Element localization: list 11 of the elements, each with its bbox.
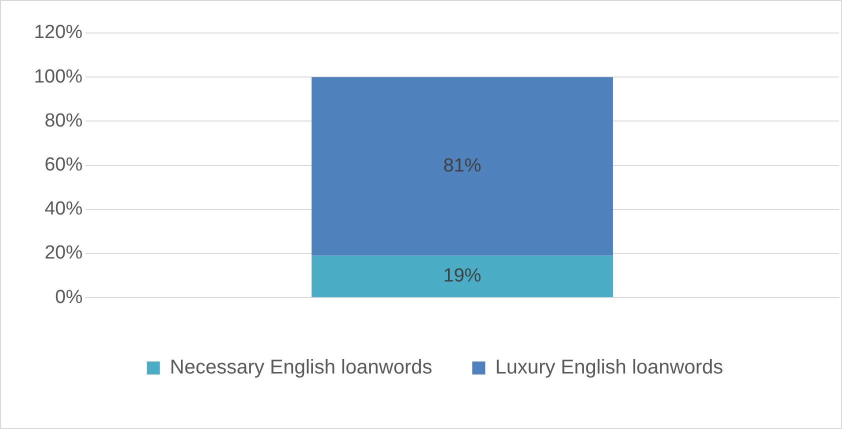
data-label: 19%: [443, 266, 482, 287]
y-tick-label: 20%: [44, 242, 83, 264]
legend-label: Necessary English loanwords: [170, 356, 432, 379]
y-tick-label: 60%: [44, 154, 83, 176]
legend-label: Luxury English loanwords: [495, 356, 724, 379]
y-tick-label: 40%: [44, 198, 83, 220]
data-label: 81%: [443, 156, 482, 177]
y-tick-label: 100%: [34, 66, 83, 88]
y-tick-label: 80%: [44, 110, 83, 132]
y-tick-label: 120%: [34, 22, 83, 44]
y-tick-label: 0%: [55, 286, 83, 308]
